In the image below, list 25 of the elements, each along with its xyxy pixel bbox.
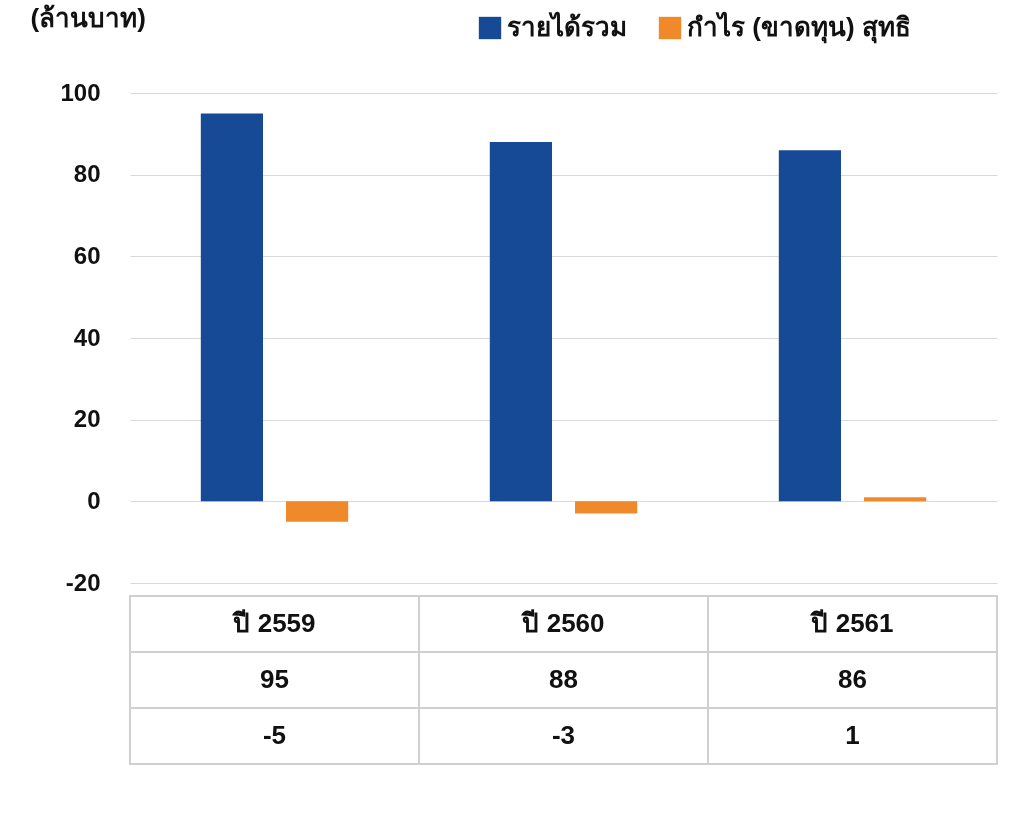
y-tick-label: 20 xyxy=(73,405,101,433)
y-tick-label: 80 xyxy=(73,160,101,188)
data-label: 95 xyxy=(260,664,289,694)
bar xyxy=(489,142,552,502)
y-tick-label: 60 xyxy=(73,241,101,269)
bar xyxy=(864,497,927,502)
y-axis-title: (ล้านบาท) xyxy=(30,2,146,33)
y-tick-label: 0 xyxy=(87,486,101,514)
y-tick-label: 40 xyxy=(73,323,101,351)
y-tick-label: -20 xyxy=(65,568,101,596)
y-tick-label: 100 xyxy=(60,78,101,106)
x-tick-label: ปี 2560 xyxy=(521,608,605,638)
data-label: 86 xyxy=(838,664,867,694)
data-label: -3 xyxy=(551,720,576,750)
data-label: -5 xyxy=(262,720,287,750)
data-label: 1 xyxy=(845,720,860,750)
bar xyxy=(200,113,263,502)
x-tick-label: ปี 2559 xyxy=(232,608,316,638)
bar xyxy=(286,501,349,522)
legend-label: กำไร (ขาดทุน) สุทธิ xyxy=(687,11,911,44)
x-tick-label: ปี 2561 xyxy=(810,608,894,638)
data-label: 88 xyxy=(549,664,578,694)
bar xyxy=(575,501,638,514)
legend-label: รายได้รวม xyxy=(507,11,627,42)
bar xyxy=(778,150,841,502)
